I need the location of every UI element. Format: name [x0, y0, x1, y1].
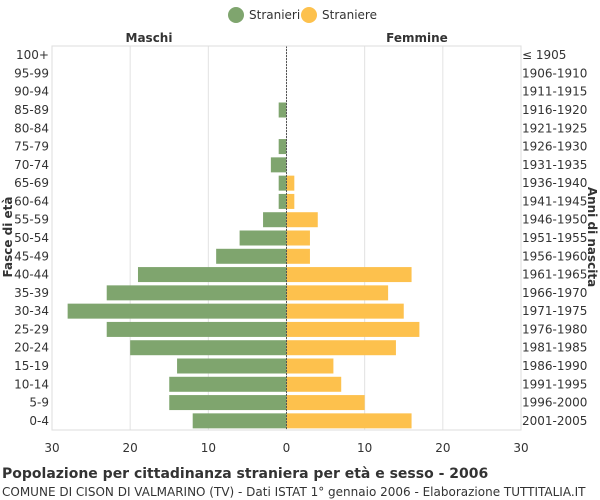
right-header-femmine: Femmine	[386, 31, 448, 45]
y-axis-title-right: Anni di nascita	[585, 187, 599, 287]
birth-year-label: 1976-1980	[522, 322, 587, 336]
birth-year-label: 1981-1985	[522, 341, 587, 355]
age-group-label: 70-74	[14, 158, 49, 172]
chart-subtitle: COMUNE DI CISON DI VALMARINO (TV) - Dati…	[2, 485, 586, 499]
age-group-label: 90-94	[14, 85, 49, 99]
bar-male-60-64	[278, 193, 287, 209]
birth-year-label: 1961-1965	[522, 268, 587, 282]
bar-female-15-19	[286, 358, 334, 374]
x-tick-label: 30	[513, 441, 528, 455]
legend-label-straniere: Straniere	[322, 8, 377, 22]
birth-year-label: 1911-1915	[522, 85, 587, 99]
bar-male-50-54	[239, 230, 287, 246]
birth-year-labels: ≤ 1905 1906-1910 1911-1915 1916-1920 1921-19…	[522, 48, 587, 428]
bar-female-35-39	[286, 285, 389, 301]
age-group-label: 55-59	[14, 213, 49, 227]
bar-female-60-64	[286, 193, 295, 209]
age-group-label: 75-79	[14, 140, 49, 154]
age-group-label: 15-19	[14, 359, 49, 373]
x-tick-label: 0	[283, 441, 291, 455]
bar-female-10-14	[286, 376, 342, 392]
birth-year-label: 1951-1955	[522, 231, 587, 245]
age-group-label: 85-89	[14, 103, 49, 117]
bar-male-25-29	[106, 321, 287, 337]
bar-female-50-54	[286, 230, 310, 246]
bar-male-20-24	[130, 340, 287, 356]
birth-year-label: 1916-1920	[522, 103, 587, 117]
birth-year-label: 1996-2000	[522, 396, 587, 410]
age-group-label: 10-14	[14, 377, 49, 391]
bar-male-35-39	[106, 285, 287, 301]
bar-male-40-44	[137, 267, 287, 283]
bar-female-30-34	[286, 303, 404, 319]
birth-year-label: 1921-1925	[522, 121, 587, 135]
age-group-label: 50-54	[14, 231, 49, 245]
age-group-label: 80-84	[14, 121, 49, 135]
left-header-maschi: Maschi	[126, 31, 173, 45]
birth-year-label: 1991-1995	[522, 377, 587, 391]
x-tick-labels: 30 20 10 0 10 20 30	[44, 441, 528, 455]
bar-female-55-59	[286, 212, 318, 228]
birth-year-label: 1946-1950	[522, 213, 587, 227]
bar-male-10-14	[169, 376, 287, 392]
bar-female-0-4	[286, 413, 412, 429]
birth-year-label: 1956-1960	[522, 249, 587, 263]
age-group-label: 30-34	[14, 304, 49, 318]
birth-year-label: 1931-1935	[522, 158, 587, 172]
bar-female-45-49	[286, 248, 310, 264]
legend-label-stranieri: Stranieri	[249, 8, 300, 22]
age-group-label: 25-29	[14, 322, 49, 336]
bar-female-40-44	[286, 267, 412, 283]
birth-year-label: 1906-1910	[522, 66, 587, 80]
age-group-label: 95-99	[14, 66, 49, 80]
age-group-label: 35-39	[14, 286, 49, 300]
age-group-label: 5-9	[29, 396, 49, 410]
bar-male-70-74	[270, 157, 287, 173]
x-tick-label: 10	[201, 441, 216, 455]
bar-male-85-89	[278, 102, 287, 118]
plot-frame	[51, 45, 522, 431]
bar-male-75-79	[278, 139, 287, 155]
x-tick-label: 10	[357, 441, 372, 455]
bar-male-55-59	[263, 212, 287, 228]
age-group-label: 40-44	[14, 268, 49, 282]
bar-male-15-19	[177, 358, 287, 374]
birth-year-label: 1936-1940	[522, 176, 587, 190]
birth-year-label: 1971-1975	[522, 304, 587, 318]
birth-year-label: 1941-1945	[522, 194, 587, 208]
x-tick-label: 20	[123, 441, 138, 455]
bar-male-65-69	[278, 175, 287, 191]
x-tick-label: 20	[435, 441, 450, 455]
birth-year-label: 1926-1930	[522, 140, 587, 154]
age-group-label: 65-69	[14, 176, 49, 190]
bar-male-30-34	[67, 303, 287, 319]
bars	[67, 102, 420, 429]
legend-swatch-stranieri	[228, 7, 244, 23]
x-tick-label: 30	[44, 441, 59, 455]
age-group-label: 45-49	[14, 249, 49, 263]
age-group-label: 60-64	[14, 194, 49, 208]
birth-year-label: ≤ 1905	[522, 48, 566, 62]
bar-male-45-49	[216, 248, 287, 264]
bar-male-0-4	[192, 413, 287, 429]
chart-title: Popolazione per cittadinanza straniera p…	[2, 466, 488, 482]
bar-female-65-69	[286, 175, 295, 191]
legend: Stranieri Straniere	[228, 7, 377, 23]
bar-male-5-9	[169, 395, 287, 411]
bar-female-25-29	[286, 321, 420, 337]
birth-year-label: 1986-1990	[522, 359, 587, 373]
age-group-labels: 100+ 95-99 90-94 85-89 80-84 75-79 70-74 65-69 6…	[14, 48, 49, 428]
age-group-label: 20-24	[14, 341, 49, 355]
birth-year-label: 1966-1970	[522, 286, 587, 300]
age-group-label: 0-4	[29, 414, 49, 428]
bar-female-5-9	[286, 395, 365, 411]
age-group-label: 100+	[16, 48, 49, 62]
y-axis-title-left: Fasce di età	[1, 196, 15, 277]
legend-swatch-straniere	[301, 7, 317, 23]
bar-female-20-24	[286, 340, 396, 356]
birth-year-label: 2001-2005	[522, 414, 587, 428]
